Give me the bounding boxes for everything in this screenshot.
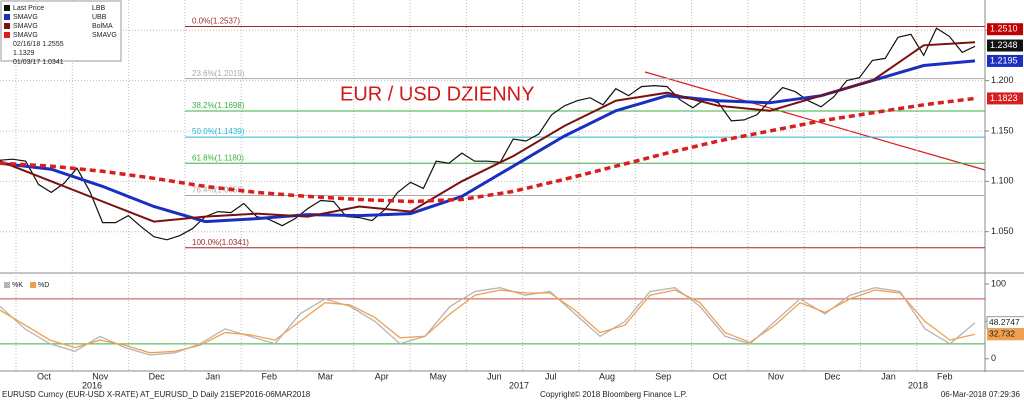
legend-swatch	[4, 23, 10, 29]
stoch-value-box	[987, 328, 1024, 341]
legend-note: BolMA	[92, 23, 113, 30]
legend-swatch	[4, 14, 10, 20]
legend-note: LBB	[92, 5, 106, 12]
last-value-box	[987, 23, 1023, 36]
legend-label: SMAVG	[13, 32, 38, 39]
y-tick-label: 1.050	[991, 226, 1014, 236]
legend-swatch	[4, 32, 10, 38]
stoch-line	[0, 287, 976, 356]
legend-note: UBB	[92, 14, 107, 21]
fib-label: 23.6%(1.2019)	[192, 69, 245, 78]
x-tick-label: Nov	[92, 371, 109, 381]
legend-label: Last Price	[13, 5, 44, 12]
last-value-label: 1.2510	[990, 24, 1018, 34]
x-tick-label: Oct	[37, 371, 52, 381]
fib-label: 38.2%(1.1698)	[192, 101, 245, 110]
last-value-label: 1.2195	[990, 55, 1018, 65]
x-tick-label: Apr	[375, 371, 389, 381]
legend-label: %D	[38, 282, 49, 289]
y-tick-label: 1.150	[991, 125, 1014, 135]
last-value-box	[987, 92, 1023, 105]
year-label: 2018	[908, 380, 928, 390]
x-tick-label: Jul	[545, 371, 557, 381]
legend-swatch	[4, 5, 10, 11]
x-tick-label: Dec	[824, 371, 841, 381]
legend-note: 02/16/18 1.2555	[13, 41, 64, 48]
footer-center: Copyright© 2018 Bloomberg Finance L.P.	[540, 390, 687, 399]
y-tick-label: 100	[991, 278, 1006, 288]
x-tick-label: Sep	[655, 371, 671, 381]
x-tick-label: Jan	[881, 371, 896, 381]
legend-note: 01/03/17 1.0341	[13, 59, 64, 66]
last-value-label: 1.2348	[990, 40, 1018, 50]
legend-note: 1.1329	[13, 50, 35, 57]
last-value-box	[987, 39, 1023, 52]
x-tick-label: Dec	[149, 371, 166, 381]
legend-label: SMAVG	[13, 23, 38, 30]
series-line	[0, 96, 976, 204]
chart-title: EUR / USD DZIENNY	[340, 83, 534, 105]
legend-box	[0, 0, 122, 62]
legend-swatch	[4, 282, 10, 288]
series-line	[0, 59, 976, 224]
y-tick-label: 1.200	[991, 75, 1014, 85]
series-line	[0, 27, 976, 241]
x-tick-label: Aug	[599, 371, 615, 381]
y-tick-label: 1.100	[991, 176, 1014, 186]
legend-note: SMAVG	[92, 32, 117, 39]
stoch-line	[0, 289, 976, 354]
series-line	[0, 41, 976, 223]
x-tick-label: Feb	[937, 371, 953, 381]
x-tick-label: Nov	[768, 371, 785, 381]
last-value-label: 1.1823	[990, 93, 1018, 103]
y-tick-label: 0	[991, 353, 996, 363]
x-tick-label: May	[430, 371, 448, 381]
fib-label: 50.0%(1.1439)	[192, 127, 245, 136]
x-tick-label: Mar	[318, 371, 334, 381]
year-label: 2017	[509, 380, 529, 390]
x-tick-label: Oct	[713, 371, 728, 381]
year-label: 2016	[82, 380, 102, 390]
footer-right: 06-Mar-2018 07:29:36	[941, 390, 1021, 399]
legend-label: SMAVG	[13, 14, 38, 21]
stoch-value-label: 48.2747	[989, 317, 1020, 327]
last-value-box	[987, 54, 1023, 67]
fib-label: 61.8%(1.1180)	[192, 153, 244, 162]
legend-label: %K	[12, 282, 23, 289]
footer-left: EURUSD Curncy (EUR-USD X-RATE) AT_EURUSD…	[2, 390, 311, 399]
fib-label: 100.0%(1.0341)	[192, 238, 249, 247]
fib-label: 0.0%(1.2537)	[192, 17, 240, 26]
stoch-value-label: 32.732	[989, 329, 1015, 339]
x-tick-label: Feb	[261, 371, 277, 381]
legend-swatch	[30, 282, 36, 288]
x-tick-label: Jan	[206, 371, 221, 381]
fib-label: 76.4%(1.0859)	[192, 186, 245, 195]
x-tick-label: Jun	[487, 371, 502, 381]
